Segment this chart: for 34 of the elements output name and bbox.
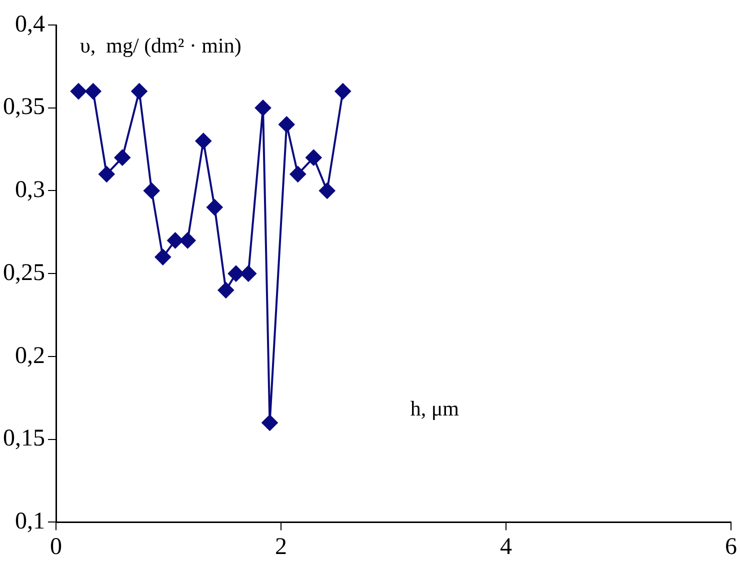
point — [70, 83, 86, 100]
y-tick-label: 0,4 — [15, 11, 45, 38]
point — [85, 83, 102, 100]
y-tick-label: 0,3 — [15, 177, 45, 204]
x-tick-label: 0 — [50, 534, 62, 560]
y-tick-label: 0,15 — [3, 426, 45, 452]
y-tick-label: 0,2 — [15, 342, 45, 369]
point — [218, 282, 234, 298]
x-tick-label: 6 — [725, 534, 737, 560]
point — [206, 199, 223, 216]
point — [114, 150, 130, 166]
point — [290, 166, 306, 182]
point — [262, 414, 278, 431]
y-tick-label: 0,1 — [15, 508, 45, 534]
point — [278, 116, 295, 132]
y-tick-label: 0,25 — [3, 260, 45, 286]
y-tick-label: 0,35 — [3, 94, 45, 120]
point — [306, 150, 322, 166]
point — [167, 232, 184, 248]
x-axis-title: h, μm — [410, 396, 459, 421]
point — [154, 249, 171, 266]
point — [255, 100, 271, 116]
x-tick-label: 2 — [275, 534, 287, 560]
point — [195, 133, 212, 150]
point — [98, 166, 115, 182]
point — [334, 83, 351, 100]
point — [240, 266, 256, 282]
point — [180, 232, 196, 248]
y-axis-title: υ, mg/ (dm² · min) — [80, 34, 242, 58]
point — [144, 182, 160, 199]
point — [319, 182, 336, 199]
point — [131, 83, 148, 100]
point — [228, 266, 244, 282]
x-tick-label: 4 — [500, 534, 512, 560]
